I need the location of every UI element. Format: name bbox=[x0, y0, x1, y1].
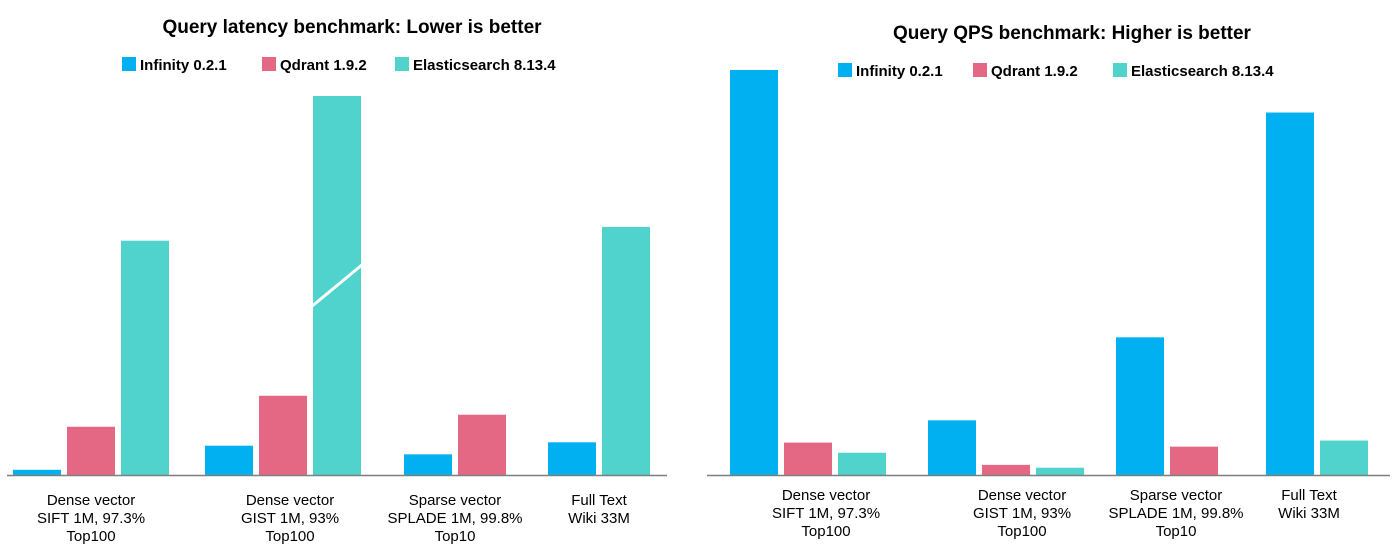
latency-legend-swatch-1 bbox=[262, 57, 276, 71]
qps-bar-0-2 bbox=[838, 452, 886, 475]
qps-bar-3-2 bbox=[1320, 440, 1368, 475]
latency-axis-break-mark bbox=[310, 262, 364, 309]
qps-bar-1-0 bbox=[928, 420, 976, 475]
qps-legend-label-0: Infinity 0.2.1 bbox=[856, 63, 943, 80]
qps-bar-0-1 bbox=[784, 442, 832, 475]
latency-legend-label-0: Infinity 0.2.1 bbox=[140, 57, 227, 74]
latency-chart-panel: Query latency benchmark: Lower is better… bbox=[0, 0, 680, 551]
latency-category-label-0: Dense vector SIFT 1M, 97.3% Top100 bbox=[37, 492, 145, 545]
qps-legend-label-1: Qdrant 1.9.2 bbox=[991, 63, 1078, 80]
qps-chart-title: Query QPS benchmark: Higher is better bbox=[893, 23, 1252, 44]
latency-legend-swatch-2 bbox=[395, 57, 409, 71]
latency-bar-1-0 bbox=[205, 445, 253, 475]
latency-bar-3-2 bbox=[602, 226, 650, 475]
qps-category-label-2: Sparse vector SPLADE 1M, 99.8% Top10 bbox=[1108, 487, 1243, 540]
qps-category-label-1: Dense vector GIST 1M, 93% Top100 bbox=[973, 487, 1071, 540]
qps-legend-swatch-1 bbox=[973, 63, 987, 77]
latency-legend-label-1: Qdrant 1.9.2 bbox=[280, 57, 367, 74]
latency-bar-1-1 bbox=[259, 395, 307, 475]
qps-category-label-0: Dense vector SIFT 1M, 97.3% Top100 bbox=[772, 487, 880, 540]
latency-bar-0-1 bbox=[67, 426, 115, 475]
latency-category-label-1: Dense vector GIST 1M, 93% Top100 bbox=[241, 492, 339, 545]
qps-bar-3-0 bbox=[1266, 112, 1314, 476]
latency-chart: Query latency benchmark: Lower is better… bbox=[7, 17, 667, 545]
latency-bar-0-0 bbox=[13, 469, 61, 475]
qps-chart: Query QPS benchmark: Higher is better Inf… bbox=[707, 23, 1390, 540]
latency-bar-2-1 bbox=[458, 414, 506, 475]
qps-bar-2-0 bbox=[1116, 337, 1164, 475]
qps-bar-1-2 bbox=[1036, 467, 1084, 475]
qps-category-label-3: Full Text Wiki 33M bbox=[1278, 487, 1340, 522]
latency-legend-label-2: Elasticsearch 8.13.4 bbox=[413, 57, 556, 74]
latency-category-label-3: Full Text Wiki 33M bbox=[568, 492, 630, 527]
qps-legend-swatch-0 bbox=[838, 63, 852, 77]
qps-legend-label-2: Elasticsearch 8.13.4 bbox=[1131, 63, 1274, 80]
latency-legend-swatch-0 bbox=[122, 57, 136, 71]
qps-bar-2-1 bbox=[1170, 446, 1218, 475]
qps-bar-1-1 bbox=[982, 464, 1030, 475]
qps-legend-swatch-2 bbox=[1113, 63, 1127, 77]
qps-chart-panel: Query QPS benchmark: Higher is better Inf… bbox=[690, 0, 1400, 551]
latency-category-label-2: Sparse vector SPLADE 1M, 99.8% Top10 bbox=[387, 492, 522, 545]
latency-bar-0-2 bbox=[121, 240, 169, 475]
latency-chart-title: Query latency benchmark: Lower is better bbox=[162, 17, 542, 38]
qps-bar-0-0 bbox=[730, 70, 778, 475]
latency-bar-3-0 bbox=[548, 442, 596, 475]
latency-bar-2-0 bbox=[404, 454, 452, 475]
